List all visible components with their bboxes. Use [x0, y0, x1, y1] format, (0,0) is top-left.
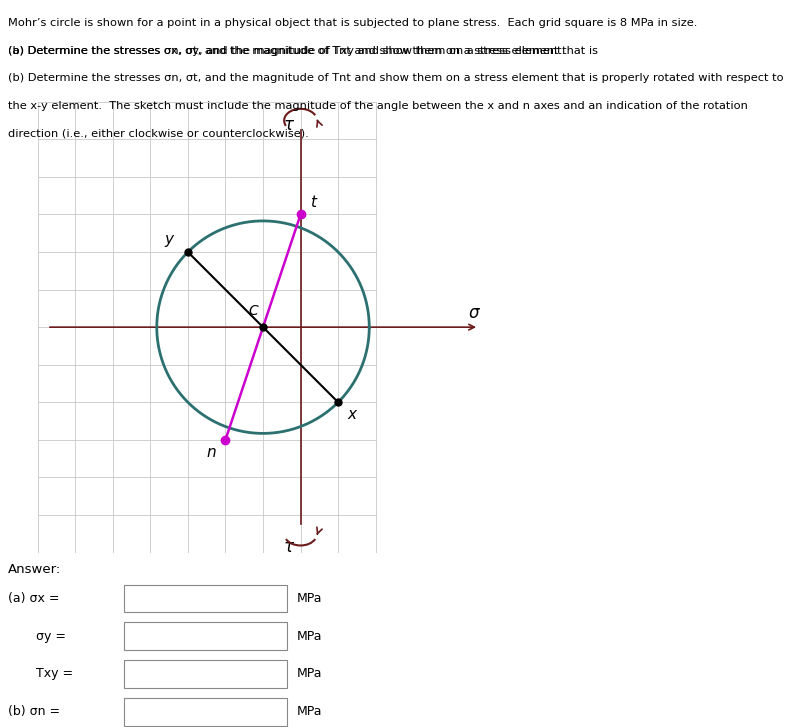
Text: τ: τ: [284, 116, 293, 134]
Text: the x-y element.  The sketch must include the magnitude of the angle between the: the x-y element. The sketch must include…: [8, 101, 748, 111]
Text: Answer:: Answer:: [8, 563, 61, 577]
Text: MPa: MPa: [296, 705, 322, 718]
Text: MPa: MPa: [296, 592, 322, 605]
Text: τ: τ: [284, 539, 293, 556]
Text: x: x: [347, 407, 356, 422]
Text: direction (i.e., either clockwise or counterclockwise).: direction (i.e., either clockwise or cou…: [8, 129, 308, 139]
Text: (b) σn =: (b) σn =: [8, 705, 60, 718]
Text: Txy =: Txy =: [36, 667, 73, 680]
Text: (a) σx =: (a) σx =: [8, 592, 60, 605]
Text: Mohr’s circle is shown for a point in a physical object that is subjected to pla: Mohr’s circle is shown for a point in a …: [8, 18, 697, 28]
Text: n: n: [206, 444, 216, 459]
Text: (b) Determine the stresses σn, σt, and the magnitude of Tnt and show them on a s: (b) Determine the stresses σn, σt, and t…: [8, 73, 783, 84]
Text: MPa: MPa: [296, 667, 322, 680]
Text: t: t: [310, 195, 316, 210]
Text: (a) Determine the stresses σx, σy, and the magnitude of Txy and show them on a s: (a) Determine the stresses σx, σy, and t…: [8, 46, 565, 56]
Text: σ: σ: [469, 305, 479, 323]
Text: σy =: σy =: [36, 630, 66, 643]
Text: y: y: [165, 233, 174, 247]
Text: C: C: [249, 304, 258, 318]
Text: MPa: MPa: [296, 630, 322, 643]
Text: (b) Determine the stresses σn, σt, and the magnitude of Tnt and show them on a s: (b) Determine the stresses σn, σt, and t…: [8, 46, 602, 56]
